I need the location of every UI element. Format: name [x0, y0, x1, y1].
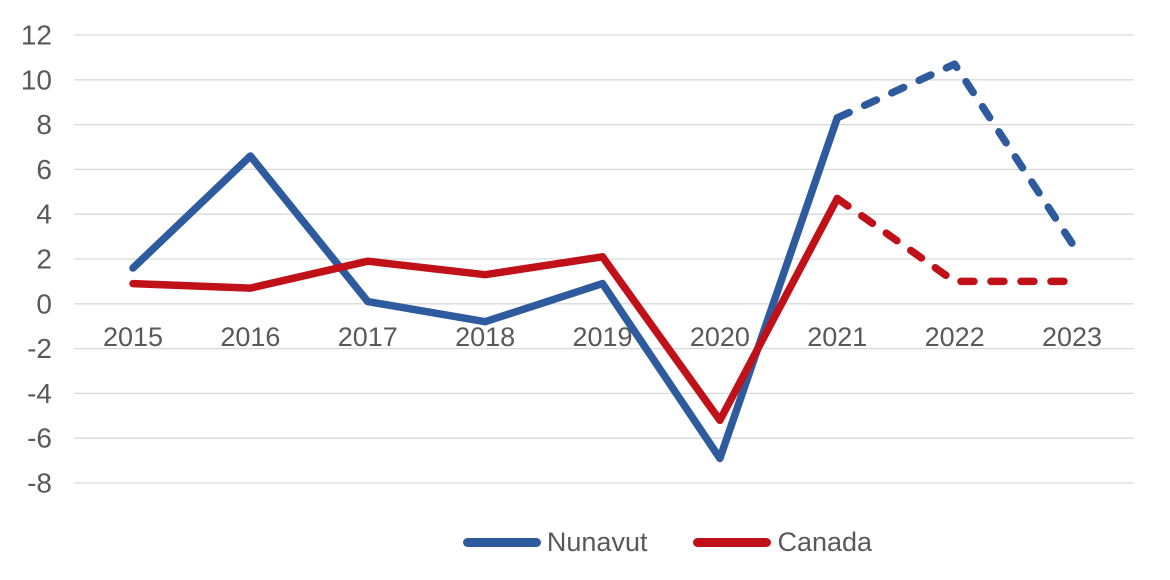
y-tick-label: 0	[36, 288, 52, 319]
y-tick-label: 4	[36, 199, 52, 230]
y-tick-label: -4	[27, 378, 52, 409]
x-tick-label: 2023	[1042, 322, 1102, 352]
series-line-canada-solid	[129, 194, 842, 425]
x-tick-label: 2019	[572, 322, 632, 352]
x-tick-label: 2018	[455, 322, 515, 352]
y-tick-label: -2	[27, 333, 52, 364]
y-tick-label: 8	[36, 109, 52, 140]
x-tick-label: 2016	[220, 322, 280, 352]
y-tick-label: -6	[27, 423, 52, 454]
legend-label-nunavut: Nunavut	[546, 527, 648, 557]
y-tick-label: 2	[36, 244, 52, 275]
legend-item-nunavut: Nunavut	[462, 527, 648, 557]
series-line-nunavut-dashed	[833, 60, 1076, 248]
series-line-nunavut-solid	[129, 114, 842, 463]
nunavut-line-swatch	[462, 538, 541, 547]
y-tick-label: 10	[21, 64, 52, 95]
legend-label-canada: Canada	[777, 527, 873, 557]
x-tick-label: 2015	[103, 322, 163, 352]
y-tick-label: 12	[21, 20, 52, 51]
canada-line-swatch	[693, 538, 772, 547]
x-tick-label: 2021	[807, 322, 867, 352]
legend-item-canada: Canada	[693, 529, 872, 556]
x-tick-label: 2017	[338, 322, 398, 352]
y-tick-label: -8	[27, 468, 52, 499]
legend: Nunavut Canada	[0, 505, 1170, 580]
x-tick-label: 2022	[925, 322, 985, 352]
plot-area: 12 10 8 6 4 2 0 -2 -4 -6 -8 2015 2016 2017 2018 2019 202…	[21, 20, 1134, 499]
y-tick-label: 6	[36, 154, 52, 185]
series-line-canada-dashed	[833, 194, 1076, 286]
x-tick-label: 2020	[690, 322, 750, 352]
